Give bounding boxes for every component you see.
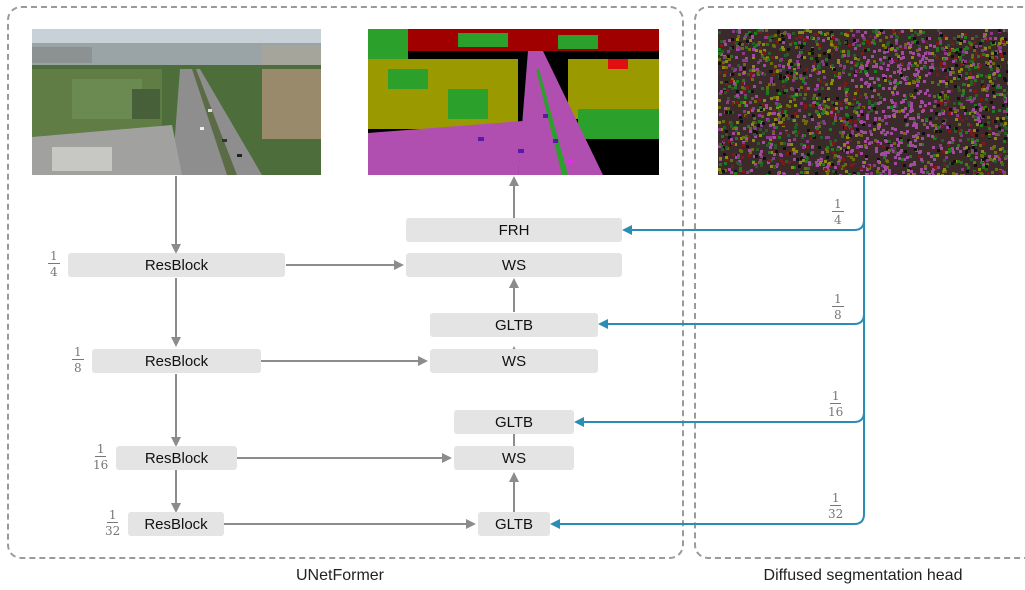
decoder-gltb-3: GLTB — [478, 512, 550, 536]
unetformer-panel — [7, 6, 684, 559]
encoder-resblock-3: ResBlock — [116, 446, 237, 470]
decoder-ws-1: WS — [406, 253, 622, 277]
diffused-head-panel — [694, 6, 1025, 559]
noisy-segmentation-image — [718, 29, 1008, 175]
encoder-scale-1-32: 1 32 — [105, 508, 121, 538]
input-aerial-image — [32, 29, 321, 175]
unetformer-caption: UNetFormer — [295, 567, 384, 584]
decoder-frh: FRH — [406, 218, 622, 242]
decoder-gltb-2: GLTB — [454, 410, 574, 434]
encoder-resblock-2: ResBlock — [92, 349, 261, 373]
decoder-gltb-1: GLTB — [430, 313, 598, 337]
segmentation-output-image — [368, 29, 659, 175]
decoder-ws-2: WS — [430, 349, 598, 373]
decoder-ws-3: WS — [454, 446, 574, 470]
encoder-resblock-4: ResBlock — [128, 512, 224, 536]
diffused-head-caption: Diffused segmentation head — [763, 567, 963, 584]
head-scale-1-16: 1 16 — [828, 389, 844, 419]
head-scale-1-32: 1 32 — [828, 491, 844, 521]
encoder-resblock-1: ResBlock — [68, 253, 285, 277]
encoder-scale-1-16: 1 16 — [93, 442, 109, 472]
